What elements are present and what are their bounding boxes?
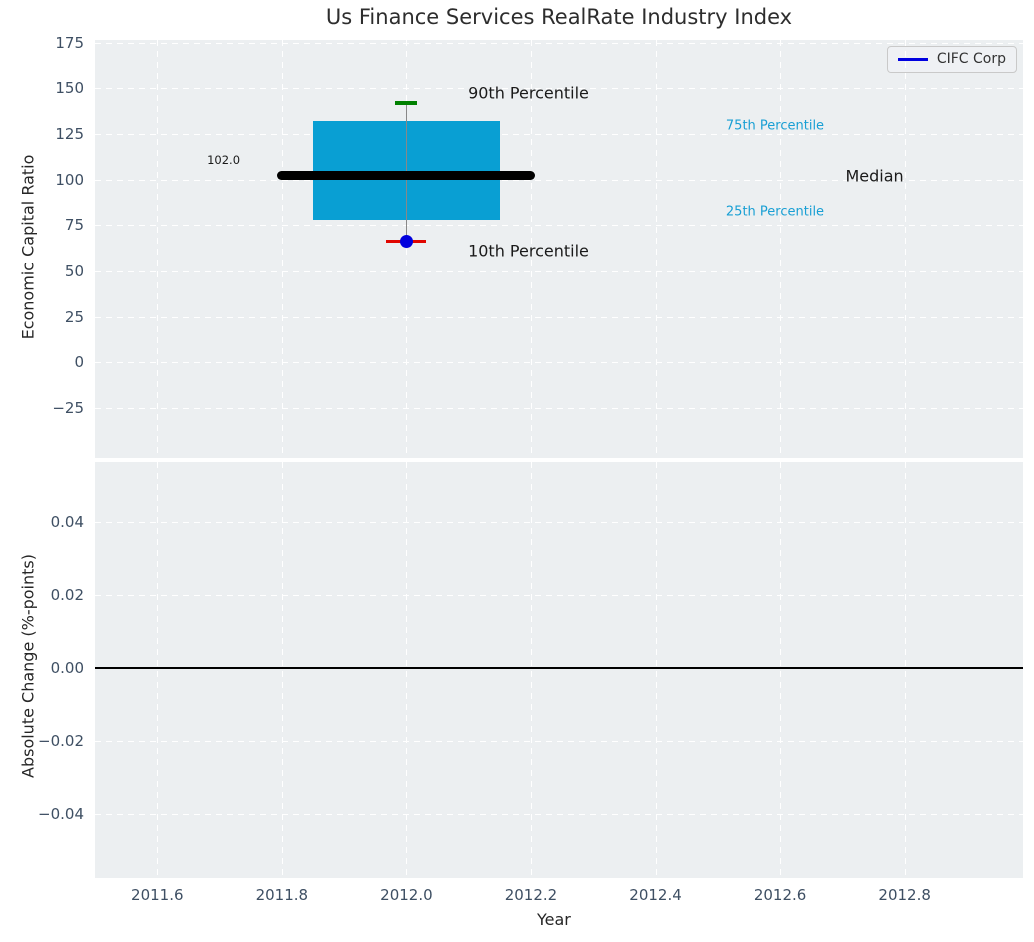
ytick-label-bottom: −0.04 [38,805,84,824]
gridline-vertical [655,40,657,458]
xtick-label: 2012.4 [629,886,682,904]
annotation-10th-percentile: 10th Percentile [468,241,589,261]
gridline-vertical [406,462,408,878]
gridline-vertical [281,40,283,458]
xtick-label: 2012.6 [753,886,807,904]
gridline-horizontal [95,88,1023,90]
gridline-vertical [406,40,408,458]
ytick-label-top: −25 [52,398,84,417]
gridline-horizontal [95,316,1023,318]
whisker-cap-high [395,101,418,105]
gridline-vertical [780,462,782,878]
legend-label: CIFC Corp [936,51,1006,67]
absolute-change-panel [95,462,1023,878]
ytick-label-top: 175 [55,33,84,52]
gridline-horizontal [95,522,1023,524]
median-line [276,171,536,181]
gridline-horizontal [95,270,1023,272]
annotation-median: Median [845,166,904,186]
xtick-label: 2011.8 [255,886,309,904]
ytick-label-top: 25 [64,307,84,326]
annotation-90th-percentile: 90th Percentile [468,83,589,103]
zero-line [95,667,1023,670]
ytick-label-bottom: 0.00 [50,659,84,678]
legend-line-icon [897,57,928,61]
gridline-horizontal [95,134,1023,135]
gridline-horizontal [95,407,1023,409]
gridline-vertical [655,462,657,878]
gridline-vertical [530,40,532,458]
gridline-vertical [904,40,906,458]
gridline-vertical [530,462,532,878]
ytick-label-top: 150 [55,79,84,98]
gridline-vertical [904,462,906,878]
ytick-label-top: 0 [74,353,84,372]
ytick-label-bottom: −0.02 [38,732,84,751]
gridline-horizontal [95,225,1023,227]
xtick-label: 2011.6 [131,886,184,904]
gridline-horizontal [95,814,1023,816]
gridline-horizontal [95,179,1023,181]
annotation-75th-percentile: 75th Percentile [725,118,825,134]
ytick-label-top: 75 [64,216,84,235]
gridline-horizontal [95,595,1023,597]
economic-capital-ratio-panel: CIFC Corp 90th Percentile 10th Percentile… [95,40,1023,458]
ytick-label-bottom: 0.02 [50,586,84,605]
gridline-vertical [157,40,159,458]
annotation-102-0: 102.0 [207,152,241,167]
xtick-label: 2012.0 [380,886,433,904]
gridline-vertical [281,462,283,878]
x-axis-label: Year [537,910,571,929]
xtick-label: 2012.2 [504,886,558,904]
gridline-vertical [157,462,159,878]
gridline-horizontal [95,741,1023,743]
company-marker [399,235,413,249]
annotation-25th-percentile: 25th Percentile [725,204,825,220]
ytick-label-bottom: 0.04 [50,513,84,532]
chart-title: Us Finance Services RealRate Industry In… [325,5,793,29]
gridline-vertical [780,40,782,458]
xtick-label: 2012.8 [878,886,931,904]
gridline-horizontal [95,362,1023,364]
gridline-horizontal [95,42,1023,44]
ytick-label-top: 125 [55,125,84,143]
ytick-label-top: 50 [64,261,84,280]
ytick-label-top: 100 [55,170,84,189]
legend: CIFC Corp [886,46,1017,73]
